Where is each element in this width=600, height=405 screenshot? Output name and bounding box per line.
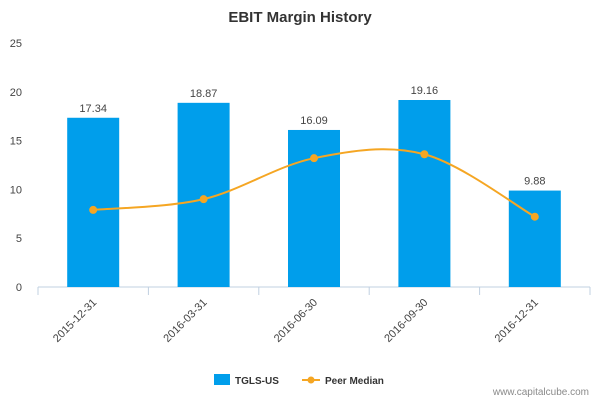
y-tick-label: 15 (10, 136, 22, 148)
x-tick-label: 2015-12-31 (51, 297, 99, 345)
chart-title: EBIT Margin History (228, 9, 372, 26)
legend: TGLS-US Peer Median (214, 374, 384, 387)
bar-data-label: 17.34 (79, 103, 107, 115)
y-tick-label: 10 (10, 184, 22, 196)
y-tick-label: 0 (16, 282, 22, 294)
bar (288, 129, 340, 287)
y-axis: 0 5 10 15 20 25 (10, 38, 22, 294)
peer-median-point (420, 150, 429, 159)
bar-data-label: 9.88 (524, 176, 545, 188)
legend-marker-peer (307, 376, 315, 384)
legend-label-peer: Peer Median (325, 376, 384, 387)
peer-median-point (199, 195, 208, 204)
bar-data-label: 19.16 (411, 85, 439, 97)
x-axis: 2015-12-31 2016-03-31 2016-06-30 2016-09-30… (37, 286, 591, 345)
legend-label-tgls: TGLS-US (235, 376, 279, 387)
y-tick-label: 20 (10, 87, 22, 99)
peer-median-point (310, 154, 318, 163)
y-tick-label: 25 (10, 38, 22, 50)
y-tick-label: 5 (16, 233, 22, 245)
legend-swatch-tgls (214, 374, 230, 385)
bar (398, 99, 451, 287)
bar-data-label: 16.09 (300, 115, 328, 127)
bar-series (67, 99, 561, 287)
bar (67, 117, 120, 287)
bar (177, 102, 230, 287)
bar-data-label: 18.87 (190, 88, 218, 100)
x-tick-label: 2016-09-30 (382, 297, 430, 345)
x-tick-label: 2016-12-31 (493, 297, 541, 345)
x-tick-label: 2016-06-30 (272, 297, 320, 345)
x-tick-label: 2016-03-31 (161, 297, 209, 345)
peer-median-series (89, 148, 539, 221)
peer-median-point (89, 205, 98, 214)
watermark-text: www.capitalcube.com (492, 387, 589, 398)
peer-median-point (530, 212, 539, 221)
bar-data-labels: 17.34 18.87 16.09 19.16 9.88 (79, 85, 545, 188)
